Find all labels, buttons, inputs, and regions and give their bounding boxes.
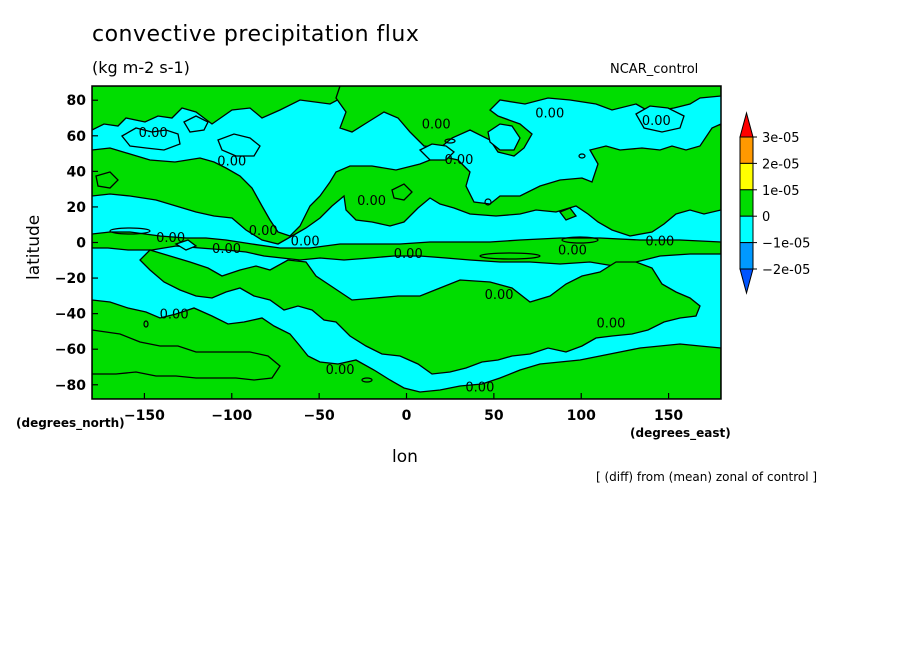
y-tick-label: 60 (67, 129, 87, 145)
y-tick-label: −80 (55, 378, 86, 394)
contour-label: 0.00 (217, 155, 246, 170)
contour-region (139, 249, 701, 375)
contour-label: 0.00 (291, 235, 320, 250)
y-axis-ticks: 80 60 40 20 0 −20 −40 −60 −80 (55, 93, 98, 394)
colorbar-bottom-arrow (739, 268, 754, 295)
small-contours (109, 138, 599, 383)
x-tick-label: −50 (304, 408, 335, 424)
x-tick-label: −100 (211, 408, 252, 424)
colorbar-swatch (739, 136, 754, 164)
colorbar-label: 1e-05 (762, 184, 800, 199)
colorbar-swatch (739, 215, 754, 244)
contour-region (121, 127, 181, 151)
colorbar-label: 2e-05 (762, 157, 800, 172)
y-tick-label: 80 (67, 93, 87, 109)
plot-area: 0.00 0.00 0.00 0.00 0.00 0.00 0.00 0.00 0.00 0.00… (92, 86, 721, 399)
y-tick-label: −40 (55, 307, 86, 323)
colorbar-swatch (739, 162, 754, 191)
x-axis-label: lon (392, 447, 418, 467)
colorbar-top-arrow (739, 111, 754, 138)
positive-anomaly-regions (92, 86, 721, 399)
footnote: [ (diff) from (mean) zonal of control ] (596, 470, 818, 484)
contour-label: 0.00 (645, 235, 674, 250)
contour-region (487, 123, 521, 151)
x-tick-label: 100 (567, 408, 596, 424)
contour-region (95, 171, 119, 189)
y-tick-label: −20 (55, 271, 86, 287)
contour-label: 0.00 (465, 381, 494, 396)
chart-units: (kg m-2 s-1) (92, 58, 190, 77)
contour-region (174, 239, 198, 251)
contour-label: 0.00 (444, 153, 473, 168)
y-tick-label: −60 (55, 342, 86, 358)
colorbar-swatch (739, 189, 754, 217)
contour-label: 0.00 (535, 107, 564, 122)
colorbar: 3e-05 2e-05 1e-05 0 −1e-05 −2e-05 (739, 111, 810, 295)
contour-ring (109, 227, 151, 235)
contour-ring (561, 236, 599, 244)
contour-label: 0.00 (394, 247, 423, 262)
contour-label: 0.00 (596, 317, 625, 332)
dataset-label: NCAR_control (610, 62, 699, 77)
contour-region (558, 207, 578, 221)
x-tick-label: 50 (484, 408, 504, 424)
x-tick-label: 150 (654, 408, 683, 424)
contour-label: 0.00 (485, 288, 514, 303)
colorbar-label: 0 (762, 210, 770, 225)
contour-ring (361, 377, 373, 383)
contour-label: 0.00 (139, 126, 168, 141)
x-tick-label: −150 (124, 408, 165, 424)
contour-region (183, 115, 209, 133)
x-tick-label: 0 (402, 408, 412, 424)
y-axis-units: (degrees_north) (16, 416, 125, 430)
colorbar-label: −2e-05 (762, 263, 810, 278)
chart-title: convective precipitation flux (92, 22, 420, 47)
contour-region (635, 105, 685, 133)
contour-region (92, 123, 721, 245)
contour-region (92, 231, 721, 267)
contour-label: 0.00 (212, 242, 241, 257)
contour-label: 0.00 (160, 308, 189, 323)
x-axis-units: (degrees_east) (630, 426, 731, 440)
contour-labels: 0.00 0.00 0.00 0.00 0.00 0.00 0.00 0.00 0.00 0.00… (139, 107, 675, 396)
contour-label: 0.00 (642, 114, 671, 129)
contour-label: 0.00 (249, 224, 278, 239)
contour-region (92, 329, 281, 381)
y-tick-label: 40 (67, 164, 87, 180)
contour-region (92, 86, 346, 131)
y-tick-label: 0 (76, 236, 86, 252)
colorbar-label: 3e-05 (762, 131, 800, 146)
contour-label: 0.00 (357, 194, 386, 209)
contour-label: 0.00 (156, 231, 185, 246)
contour-label: 0.00 (558, 244, 587, 259)
x-axis-ticks: −150 −100 −50 0 50 100 150 (124, 393, 683, 424)
contour-region (418, 143, 455, 161)
colorbar-label: −1e-05 (762, 237, 810, 252)
contour-ring (444, 138, 456, 144)
contour-region (217, 133, 261, 157)
colorbar-swatch (739, 242, 754, 270)
contour-ring (484, 198, 492, 206)
y-tick-label: 20 (67, 200, 87, 216)
contour-label: 0.00 (422, 117, 451, 132)
contour-ring (578, 153, 586, 159)
contour-region (391, 183, 413, 201)
negative-anomaly-islands (121, 105, 685, 251)
contour-label: 0.00 (326, 363, 355, 378)
contour-ring (143, 320, 149, 328)
contour-ring (479, 252, 541, 260)
